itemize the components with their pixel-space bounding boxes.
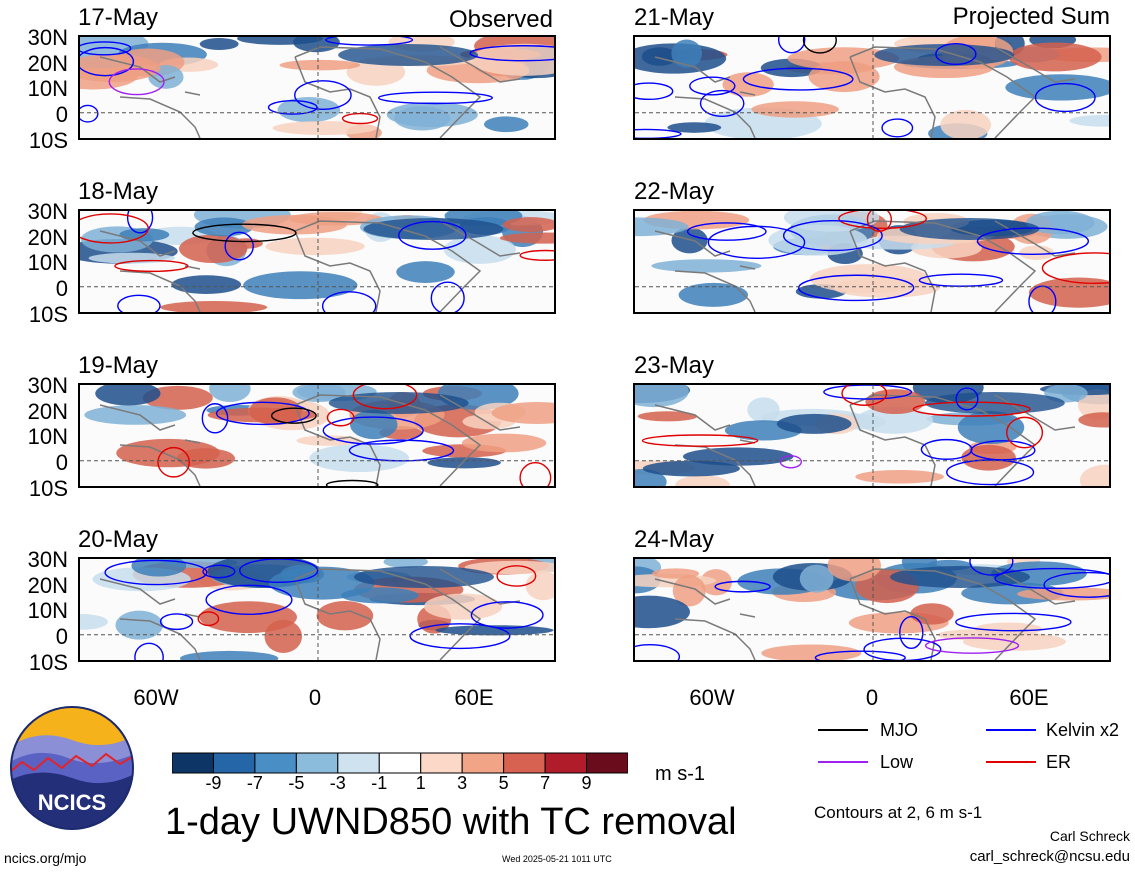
colorbar [172,752,628,774]
author-email[interactable]: carl_schreck@ncsu.edu [969,848,1130,865]
lon-label-60e-left: 60E [454,685,494,710]
panel-date-22-may: 22-May [634,178,715,205]
figure-title: 1-day UWND850 with TC removal [165,801,737,843]
colorbar-tick: -5 [288,773,305,793]
contours-note: Contours at 2, 6 m s-1 [814,803,983,822]
map-panel-19-may [78,383,556,488]
colorbar-swatch [212,752,256,774]
legend-line-low [818,761,868,763]
legend-label-kelvin: Kelvin x2 [1046,720,1120,740]
colorbar-swatch [337,752,380,774]
colorbar-swatch [295,752,339,774]
colorbar-swatch [172,752,214,774]
lat-label: 30N [27,199,68,224]
source-url[interactable]: ncics.org/mjo [4,850,87,866]
colorbar-swatch [461,752,505,774]
timestamp: Wed 2025-05-21 1011 UTC [502,854,612,864]
legend-label-mjo: MJO [880,720,918,740]
lon-label-60e-right: 60E [1009,685,1049,710]
lon-label-0-left: 0 [308,685,322,710]
lon-label-0-right: 0 [865,685,879,710]
lat-label: 10N [27,424,68,449]
colorbar-tick: -7 [246,773,263,793]
map-panel-21-may [633,35,1111,140]
panel-date-23-may: 23-May [634,352,715,379]
lat-label: 10S [28,128,68,153]
colorbar-swatch [544,752,588,774]
lat-label: 10S [28,476,68,501]
map-panel-23-may [633,383,1111,488]
map-panel-24-may [633,557,1111,662]
panel-date-20-may: 20-May [78,526,159,553]
panel-date-19-may: 19-May [78,352,159,379]
map-panel-22-may [633,209,1111,314]
projected-sum-header: Projected Sum [952,3,1110,30]
lat-label: 20N [27,225,68,250]
lat-label: 20N [27,573,68,598]
colorbar-swatch [586,752,628,774]
lat-label: 0 [55,102,68,127]
logo-text: NCICS [38,790,106,815]
lon-label-60w-left: 60W [133,685,179,710]
observed-header: Observed [448,6,553,33]
legend-line-er [986,761,1036,763]
legend-label-er: ER [1046,752,1072,772]
lat-label: 10N [27,76,68,101]
lat-label: 10N [27,250,68,275]
colorbar-tick: 1 [415,773,426,793]
lat-label: 30N [27,547,68,572]
lat-label: 30N [27,373,68,398]
legend-line-kelvin [986,729,1036,731]
lat-label: 20N [27,399,68,424]
colorbar-swatch [420,752,463,774]
lat-label: 20N [27,51,68,76]
lat-label: 10S [28,650,68,675]
colorbar-tick: -9 [205,773,222,793]
colorbar-swatch [254,752,297,774]
colorbar-swatch [503,752,546,774]
lat-label: 0 [55,276,68,301]
map-panel-18-may [78,209,556,314]
panel-date-24-may: 24-May [634,526,715,553]
colorbar-tick: 7 [540,773,551,793]
colorbar-tick: 3 [457,773,468,793]
lat-label: 0 [55,624,68,649]
colorbar-tick: -1 [371,773,388,793]
colorbar-tick: 5 [498,773,509,793]
author-name: Carl Schreck [1049,828,1130,844]
colorbar-units: m s-1 [655,763,705,785]
map-panel-20-may [78,557,556,662]
lon-label-60w-right: 60W [689,685,735,710]
colorbar-swatch [378,752,422,774]
map-panel-17-may [78,35,556,140]
lat-label: 30N [27,25,68,50]
panel-date-21-may: 21-May [634,4,715,31]
lat-label: 10S [28,302,68,327]
legend-label-low: Low [880,752,914,772]
colorbar-tick: -3 [329,773,346,793]
panel-date-17-may: 17-May [78,4,159,31]
colorbar-tick: 9 [581,773,592,793]
ncics-logo: NCICS [10,706,134,830]
legend-line-mjo [818,729,868,731]
lat-label: 0 [55,450,68,475]
lat-label: 10N [27,598,68,623]
panel-date-18-may: 18-May [78,178,159,205]
